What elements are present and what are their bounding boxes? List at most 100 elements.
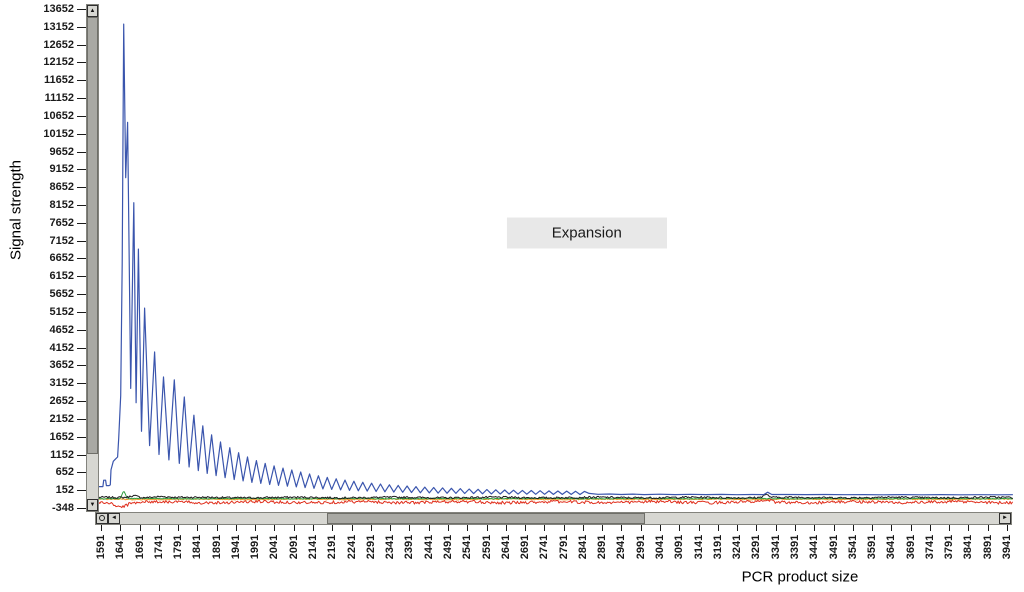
y-tick-mark — [77, 401, 87, 403]
scroll-left-button[interactable]: ◄ — [108, 513, 120, 524]
y-tick-label: 12152 — [43, 56, 74, 69]
y-tick-label: 13152 — [43, 20, 74, 33]
x-tick-mark — [255, 524, 257, 531]
x-tick-label: 3541 — [846, 534, 859, 560]
x-tick-mark — [505, 524, 507, 531]
x-tick-mark — [582, 524, 584, 531]
x-tick-mark — [178, 524, 180, 531]
trace-red-baseline — [99, 498, 1013, 509]
x-tick-label: 3291 — [750, 534, 763, 560]
y-tick-label: 7652 — [49, 216, 74, 229]
y-tick-mark — [77, 98, 87, 100]
x-tick-label: 2841 — [576, 534, 589, 560]
x-tick-mark — [139, 524, 141, 531]
x-tick-label: 2891 — [596, 534, 609, 560]
x-tick-label: 3441 — [808, 534, 821, 560]
x-tick-mark — [293, 524, 295, 531]
x-tick-label: 1741 — [152, 534, 165, 560]
x-tick-mark — [1007, 524, 1008, 531]
x-tick-mark — [428, 524, 430, 531]
y-tick-mark — [77, 169, 87, 171]
x-tick-mark — [852, 524, 854, 531]
x-tick-label: 2791 — [557, 534, 570, 560]
x-tick-label: 2091 — [287, 534, 300, 560]
y-tick-mark — [77, 133, 87, 135]
y-tick-mark — [77, 62, 87, 64]
x-tick-mark — [409, 524, 411, 531]
scroll-left-icon: ◄ — [111, 515, 117, 521]
x-tick-mark — [949, 524, 951, 531]
y-tick-label: 11652 — [44, 74, 74, 87]
x-tick-label: 2291 — [364, 534, 377, 560]
x-tick-label: 2041 — [268, 534, 281, 560]
y-tick-label: -348 — [51, 501, 74, 514]
y-tick-label: 152 — [55, 484, 74, 497]
y-tick-mark — [77, 151, 87, 153]
y-tick-mark — [77, 383, 87, 385]
x-tick-mark — [698, 524, 700, 531]
x-tick-label: 1591 — [95, 534, 107, 560]
x-tick-mark — [370, 524, 372, 531]
y-tick-mark — [77, 347, 87, 349]
x-tick-label: 3841 — [962, 534, 975, 560]
x-tick-label: 1841 — [191, 534, 204, 560]
x-tick-mark — [872, 524, 874, 531]
y-tick-label: 10652 — [43, 109, 74, 122]
x-tick-label: 2641 — [499, 534, 512, 560]
x-tick-mark — [968, 524, 970, 531]
y-tick-mark — [77, 9, 87, 10]
horizontal-scrollbar[interactable]: ◄ ► — [95, 512, 1012, 525]
x-tick-mark — [794, 524, 796, 531]
plot-area[interactable]: Expansion — [99, 4, 1014, 512]
x-tick-label: 2691 — [519, 534, 532, 560]
x-tick-mark — [351, 524, 353, 531]
x-tick-label: 2991 — [634, 534, 647, 560]
x-tick-label: 3941 — [1001, 534, 1013, 560]
x-tick-label: 1691 — [133, 534, 146, 560]
y-tick-mark — [77, 26, 87, 28]
trace-black-baseline — [99, 493, 1013, 500]
y-tick-mark — [77, 472, 87, 474]
scroll-right-icon: ► — [1002, 515, 1008, 521]
y-tick-label: 7152 — [49, 234, 74, 247]
reset-zoom-icon — [99, 515, 105, 521]
x-tick-label: 2491 — [441, 534, 454, 560]
x-tick-label: 3041 — [654, 534, 667, 560]
x-tick-label: 2441 — [422, 534, 435, 560]
y-tick-label: 3652 — [49, 359, 74, 372]
x-tick-mark — [679, 524, 681, 531]
x-tick-mark — [660, 524, 662, 531]
x-axis-title: PCR product size — [741, 568, 859, 586]
y-tick-mark — [77, 205, 87, 207]
scroll-up-button[interactable]: ▲ — [87, 5, 98, 17]
y-tick-mark — [77, 115, 87, 117]
reset-zoom-button[interactable] — [96, 513, 108, 524]
x-tick-mark — [987, 524, 989, 531]
x-tick-label: 3391 — [788, 534, 801, 560]
x-tick-mark — [544, 524, 546, 531]
x-tick-label: 2741 — [538, 534, 551, 560]
x-tick-label: 3741 — [923, 534, 936, 560]
vertical-scroll-thumb[interactable] — [87, 17, 98, 454]
y-tick-mark — [77, 311, 87, 313]
x-tick-label: 3141 — [692, 534, 705, 560]
x-tick-label: 3191 — [711, 534, 724, 560]
y-tick-mark — [77, 222, 87, 224]
x-tick-mark — [775, 524, 777, 531]
x-tick-label: 3491 — [827, 534, 840, 560]
horizontal-scroll-thumb[interactable] — [327, 513, 645, 524]
y-tick-label: 8652 — [49, 181, 74, 194]
x-tick-mark — [447, 524, 449, 531]
vertical-scrollbar[interactable]: ▲ ▼ — [86, 4, 99, 512]
scroll-up-icon: ▲ — [89, 8, 96, 14]
x-tick-label: 3641 — [885, 534, 898, 560]
x-tick-mark — [621, 524, 623, 531]
y-tick-label: 6652 — [49, 252, 74, 265]
y-tick-mark — [77, 276, 87, 278]
scroll-down-button[interactable]: ▼ — [87, 499, 98, 511]
x-tick-mark — [910, 524, 912, 531]
scroll-right-button[interactable]: ► — [999, 513, 1011, 524]
x-tick-mark — [197, 524, 199, 531]
x-tick-mark — [158, 524, 160, 531]
